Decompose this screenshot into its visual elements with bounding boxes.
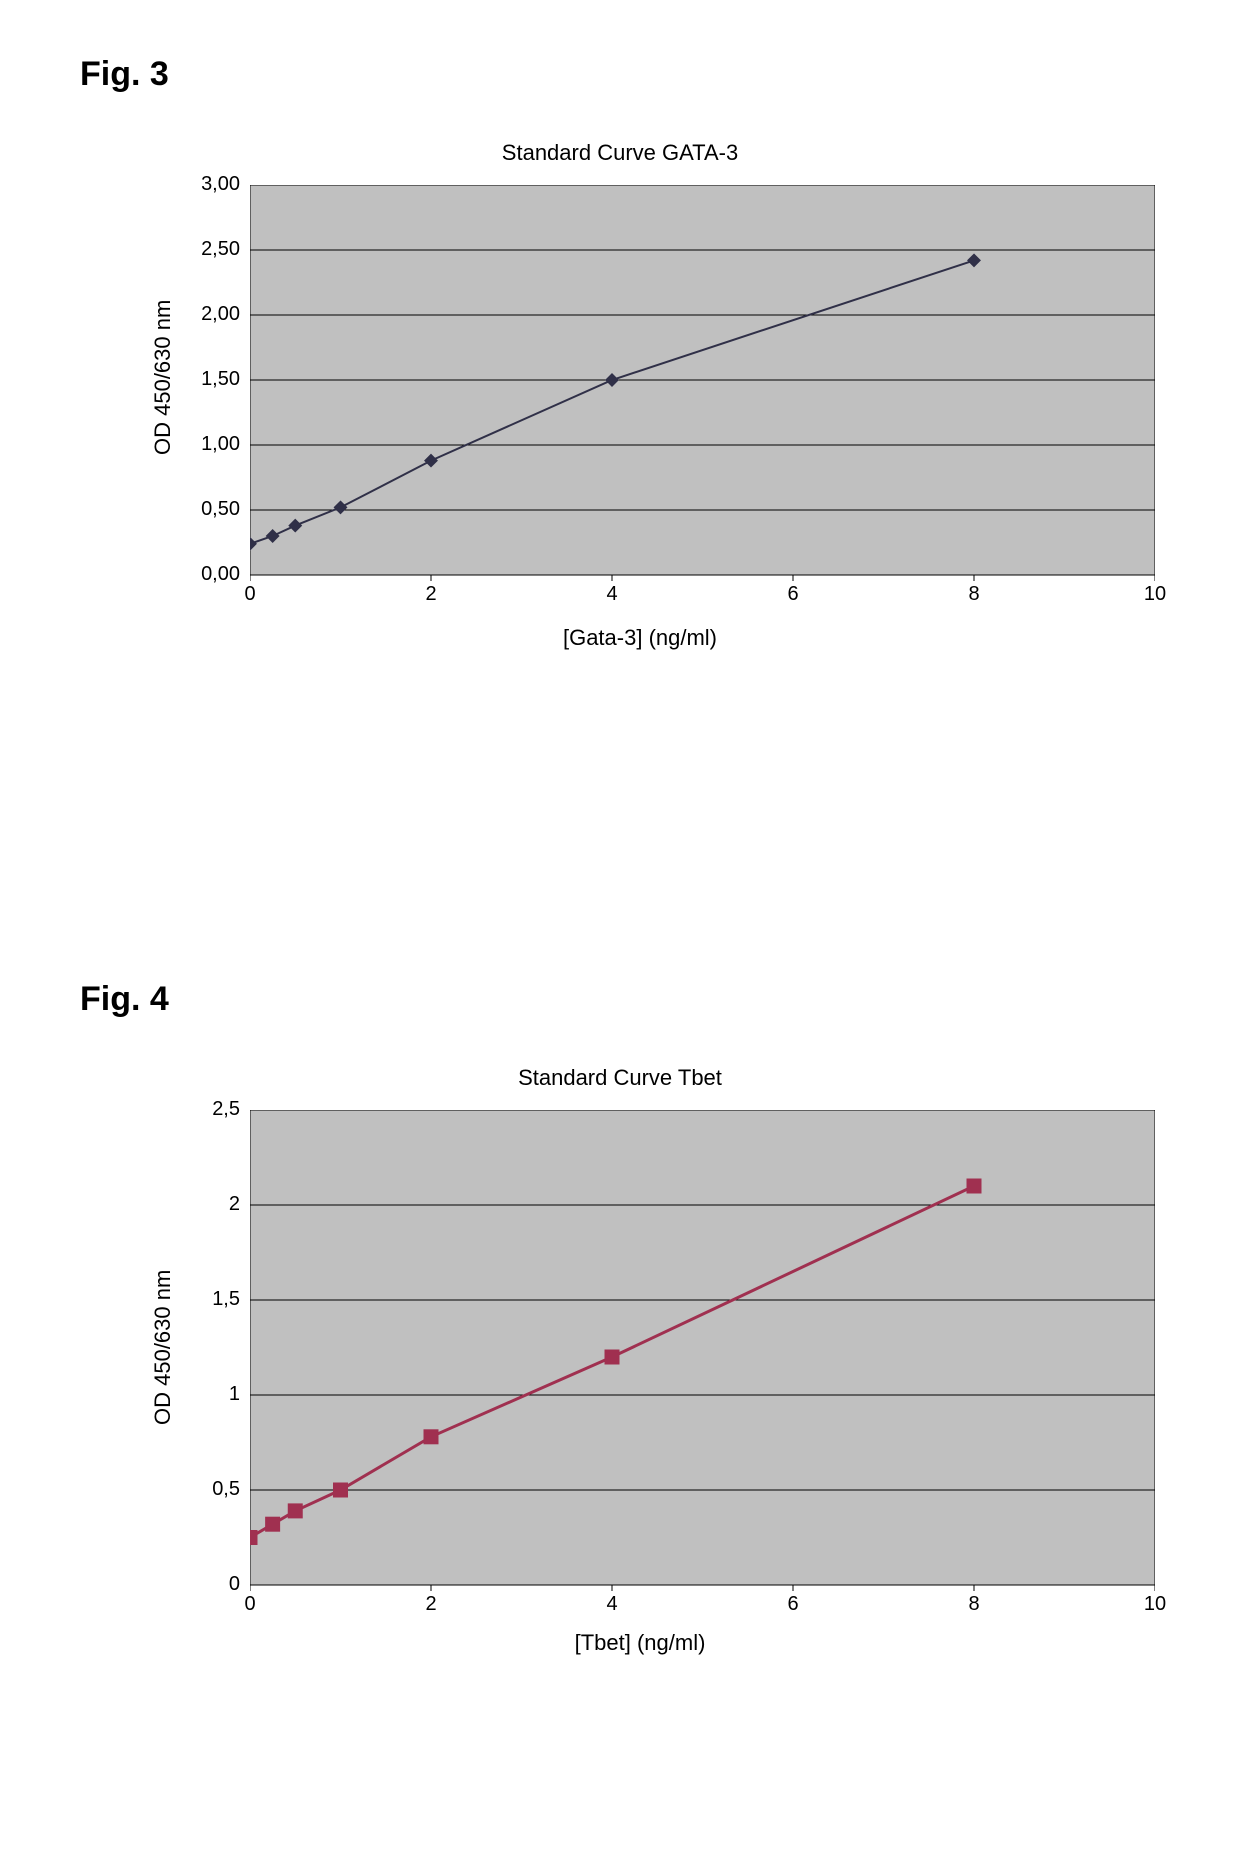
x-tick-label: 2 bbox=[411, 583, 451, 606]
x-tick-label: 6 bbox=[773, 1593, 813, 1616]
x-tick-label: 8 bbox=[954, 1593, 994, 1616]
y-tick-label: 1,5 bbox=[180, 1288, 240, 1311]
chart-title-tbet: Standard Curve Tbet bbox=[330, 1065, 910, 1091]
x-tick-label: 0 bbox=[230, 583, 270, 606]
y-tick-label: 2,50 bbox=[180, 238, 240, 261]
x-tick-label: 4 bbox=[592, 583, 632, 606]
chart-svg-gata3 bbox=[250, 185, 1155, 640]
x-tick-label: 0 bbox=[230, 1593, 270, 1616]
x-tick-label: 10 bbox=[1135, 583, 1175, 606]
figure-label-3: Fig. 3 bbox=[80, 55, 169, 94]
x-tick-label: 10 bbox=[1135, 1593, 1175, 1616]
chart-tbet bbox=[250, 1110, 1155, 1655]
x-tick-label: 8 bbox=[954, 583, 994, 606]
y-tick-label: 0,50 bbox=[180, 498, 240, 521]
y-axis-label-gata3: OD 450/630 nm bbox=[150, 300, 176, 455]
x-tick-label: 6 bbox=[773, 583, 813, 606]
y-tick-label: 1,50 bbox=[180, 368, 240, 391]
y-tick-label: 1,00 bbox=[180, 433, 240, 456]
y-tick-label: 2,5 bbox=[180, 1098, 240, 1121]
x-tick-label: 4 bbox=[592, 1593, 632, 1616]
x-axis-label-tbet: [Tbet] (ng/ml) bbox=[500, 1630, 780, 1656]
chart-title-gata3: Standard Curve GATA-3 bbox=[330, 140, 910, 166]
chart-svg-tbet bbox=[250, 1110, 1155, 1655]
chart-gata3 bbox=[250, 185, 1155, 640]
y-tick-label: 3,00 bbox=[180, 173, 240, 196]
x-axis-label-gata3: [Gata-3] (ng/ml) bbox=[480, 625, 800, 651]
page: Fig. 3 Standard Curve GATA-3 OD 450/630 … bbox=[0, 0, 1240, 1855]
y-tick-label: 2,00 bbox=[180, 303, 240, 326]
y-tick-label: 1 bbox=[180, 1383, 240, 1406]
y-tick-label: 0,5 bbox=[180, 1478, 240, 1501]
y-axis-label-tbet: OD 450/630 nm bbox=[150, 1270, 176, 1425]
x-tick-label: 2 bbox=[411, 1593, 451, 1616]
y-tick-label: 2 bbox=[180, 1193, 240, 1216]
figure-label-4: Fig. 4 bbox=[80, 980, 169, 1019]
